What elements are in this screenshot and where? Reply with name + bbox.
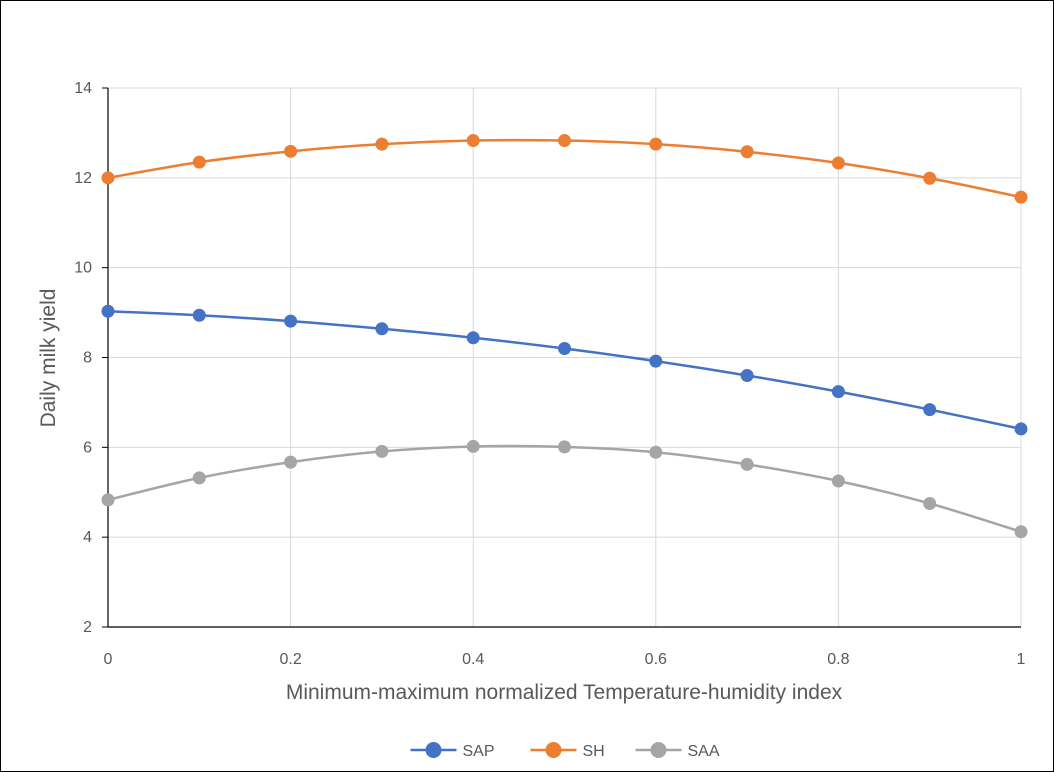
- x-tick-label: 1: [1017, 651, 1026, 668]
- data-point-saa: [466, 439, 480, 453]
- data-point-sh: [284, 144, 298, 158]
- y-axis-title: Daily milk yield: [37, 289, 60, 428]
- data-point-saa: [649, 445, 663, 459]
- data-point-sap: [740, 368, 754, 382]
- x-tick-label: 0.6: [645, 651, 667, 668]
- y-tick-label: 10: [74, 260, 92, 277]
- y-tick-label: 8: [83, 350, 92, 367]
- y-tick-label: 14: [74, 80, 92, 97]
- data-point-sap: [284, 314, 298, 328]
- legend-marker-sh: [545, 742, 562, 758]
- x-tick-label: 0.8: [827, 651, 849, 668]
- data-point-sap: [466, 331, 480, 345]
- data-point-sh: [649, 137, 663, 151]
- series-lines: [101, 134, 1028, 539]
- data-point-sap: [101, 304, 115, 318]
- data-point-sh: [558, 134, 571, 148]
- series-line-saa: [107, 444, 1022, 533]
- data-point-sh: [923, 171, 937, 185]
- data-point-sh: [831, 156, 845, 170]
- data-point-saa: [558, 440, 571, 454]
- data-point-saa: [284, 455, 298, 469]
- legend-label-saa: SAA: [688, 743, 720, 760]
- grid-lines: [108, 87, 1022, 627]
- y-tick-label: 12: [74, 170, 92, 187]
- data-point-sh: [101, 171, 115, 185]
- legend-marker-saa: [650, 742, 667, 758]
- x-tick-labels: 0 0.2 0.4 0.6 0.8 1: [104, 651, 1026, 668]
- x-axis-title: Minimum-maximum normalized Temperature-h…: [286, 681, 843, 704]
- legend-label-sap: SAP: [463, 743, 495, 760]
- data-point-saa: [192, 471, 206, 485]
- data-point-sh: [740, 145, 754, 159]
- data-point-sap: [558, 342, 571, 356]
- data-point-saa: [831, 474, 845, 488]
- data-point-sap: [649, 354, 663, 368]
- data-point-sh: [375, 137, 389, 151]
- legend-marker-sap: [425, 742, 442, 758]
- data-point-sh: [1014, 190, 1028, 204]
- data-point-saa: [101, 493, 115, 507]
- data-point-saa: [1014, 525, 1028, 539]
- data-point-saa: [740, 457, 754, 471]
- data-point-sap: [1014, 422, 1028, 436]
- legend-label-sh: SH: [583, 743, 605, 760]
- x-tick-label: 0: [104, 651, 113, 668]
- y-tick-label: 2: [83, 619, 92, 636]
- series-line-sap: [107, 309, 1022, 431]
- x-tick-label: 0.4: [462, 651, 484, 668]
- y-tick-labels: 2 4 6 8 10 12 14: [74, 80, 92, 636]
- data-point-sh: [466, 134, 480, 148]
- data-point-sap: [923, 403, 937, 417]
- data-point-sap: [831, 385, 845, 399]
- data-point-saa: [923, 496, 937, 510]
- data-point-sap: [192, 308, 206, 322]
- legend: SAP SH SAA: [410, 742, 720, 760]
- data-point-saa: [375, 444, 389, 458]
- y-tick-label: 6: [83, 439, 92, 456]
- y-tick-label: 4: [83, 529, 92, 546]
- x-tick-label: 0.2: [279, 651, 301, 668]
- data-point-sh: [192, 155, 206, 169]
- series-line-sh: [107, 138, 1022, 199]
- data-point-sap: [375, 322, 389, 336]
